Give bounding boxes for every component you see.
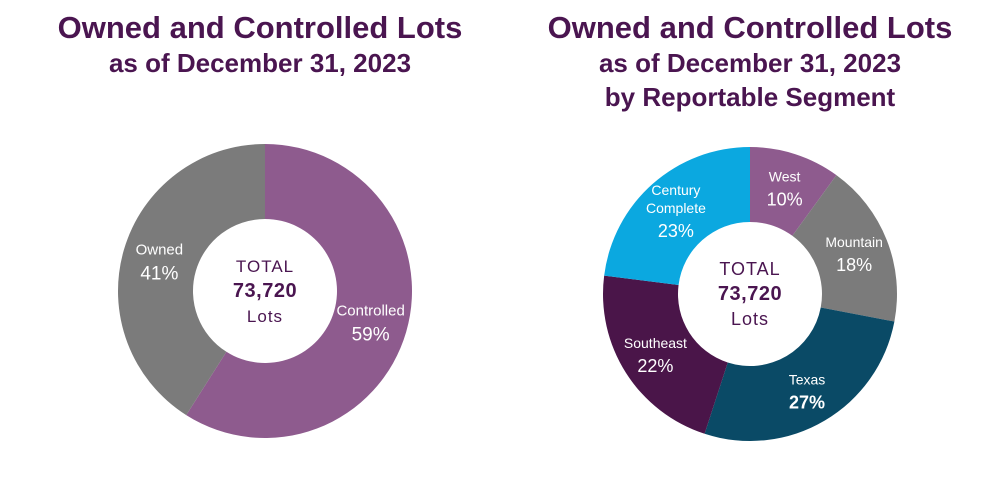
slice-value-controlled: 59% (352, 325, 390, 346)
left-center-total-unit: Lots (247, 307, 283, 326)
left-chart-subtitle: as of December 31, 2023 (108, 48, 412, 78)
slice-texas (704, 307, 895, 441)
slice-mountain (792, 175, 898, 322)
slice-southeast (602, 275, 728, 434)
right-chart-subtitle-2: by Reportable Segment (604, 82, 896, 112)
slice-value-west: 10% (767, 189, 803, 209)
right-chart-title: Owned and Controlled Lots (547, 10, 953, 45)
slice-west (750, 147, 837, 236)
slice-label-texas: Texas (789, 371, 826, 387)
slice-value-southeast: 22% (637, 356, 673, 376)
left-center-total-label: TOTAL (236, 257, 294, 276)
left-chart-title-block: Owned and Controlled Lots as of December… (0, 10, 520, 80)
slice-controlled (186, 144, 412, 438)
slice-value-mountain: 18% (836, 255, 872, 275)
slice-label-west: West (769, 168, 801, 184)
right-chart-subtitle: as of December 31, 2023 (598, 48, 902, 78)
slice-value-century-complete: 23% (658, 221, 694, 241)
slice-label-southeast: Southeast (624, 335, 687, 351)
slice-label-owned: Owned (136, 241, 184, 258)
left-center-total-value: 73,720 (233, 280, 297, 302)
right-center-total-label: TOTAL (719, 259, 780, 279)
slice-century-complete (604, 147, 750, 285)
slice-label-mountain: Mountain (825, 234, 883, 250)
right-center-total-unit: Lots (731, 309, 769, 329)
slice-value-owned: 41% (140, 263, 178, 284)
slice-owned (118, 144, 266, 416)
slice-value-texas: 27% (789, 392, 825, 412)
slice-label-century-complete-1: Complete (646, 200, 706, 216)
right-chart-title-block: Owned and Controlled Lots as of December… (500, 10, 1000, 114)
right-center-total-value: 73,720 (718, 283, 782, 305)
slice-label-controlled: Controlled (336, 303, 404, 320)
left-chart-title: Owned and Controlled Lots (57, 10, 463, 45)
slice-label-century-complete-0: Century (651, 182, 700, 198)
